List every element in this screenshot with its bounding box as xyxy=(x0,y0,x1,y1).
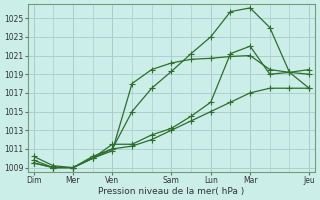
X-axis label: Pression niveau de la mer( hPa ): Pression niveau de la mer( hPa ) xyxy=(98,187,244,196)
